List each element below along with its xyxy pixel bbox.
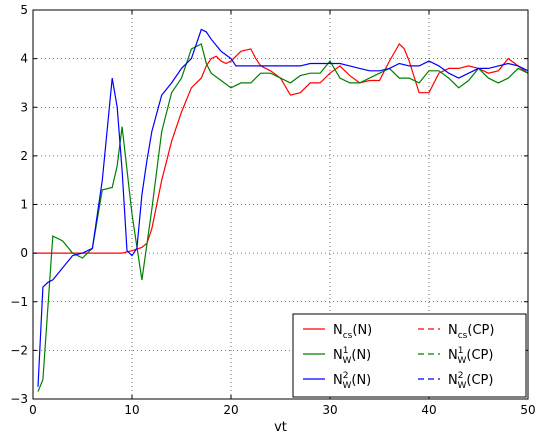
x-tick-label: 50 bbox=[520, 403, 535, 417]
legend-label: N1 W(CP) bbox=[448, 346, 493, 366]
legend-sup: 2 bbox=[458, 371, 464, 381]
y-tick-label: 5 bbox=[20, 3, 28, 17]
legend-label: Ncs(CP) bbox=[448, 323, 494, 341]
legend-sub: cs bbox=[343, 331, 353, 341]
x-tick-label: 20 bbox=[223, 403, 238, 417]
series-line-1 bbox=[37, 43, 529, 392]
y-tick-label: 1 bbox=[20, 198, 28, 212]
y-tick-label: 4 bbox=[20, 52, 28, 66]
y-tick-label: −1 bbox=[10, 295, 28, 309]
x-tick-label: 0 bbox=[29, 403, 37, 417]
legend-box bbox=[292, 313, 527, 398]
legend-sub: W bbox=[457, 356, 466, 366]
x-tick-label: 30 bbox=[322, 403, 337, 417]
x-tick-label: 40 bbox=[421, 403, 436, 417]
legend-sub: W bbox=[342, 381, 351, 391]
y-tick-label: 2 bbox=[20, 149, 28, 163]
legend: Ncs(N) N1 W(N) N2 W(N) Ncs(CP) N1 W(CP) N2 W(CP) bbox=[292, 313, 527, 398]
y-tick-label: 3 bbox=[20, 100, 28, 114]
x-tick-label: 10 bbox=[124, 403, 139, 417]
series-lines bbox=[33, 28, 529, 392]
legend-sup: 1 bbox=[458, 346, 464, 356]
legend-sup: 2 bbox=[343, 371, 349, 381]
legend-sup: 1 bbox=[343, 346, 349, 356]
y-tick-label: −2 bbox=[10, 343, 28, 357]
series-line-2 bbox=[37, 28, 529, 387]
legend-label: N2 W(CP) bbox=[448, 371, 493, 391]
legend-label: N2 W(N) bbox=[333, 371, 371, 391]
x-axis-title: vt bbox=[274, 420, 287, 435]
legend-sub: W bbox=[457, 381, 466, 391]
y-tick-label: 0 bbox=[20, 246, 28, 260]
y-tick-label: −3 bbox=[10, 392, 28, 406]
legend-label: Ncs(N) bbox=[333, 323, 372, 341]
legend-label: N1 W(N) bbox=[333, 346, 371, 366]
legend-sub: cs bbox=[458, 331, 468, 341]
legend-sub: W bbox=[342, 356, 351, 366]
series-line-0 bbox=[33, 43, 529, 254]
